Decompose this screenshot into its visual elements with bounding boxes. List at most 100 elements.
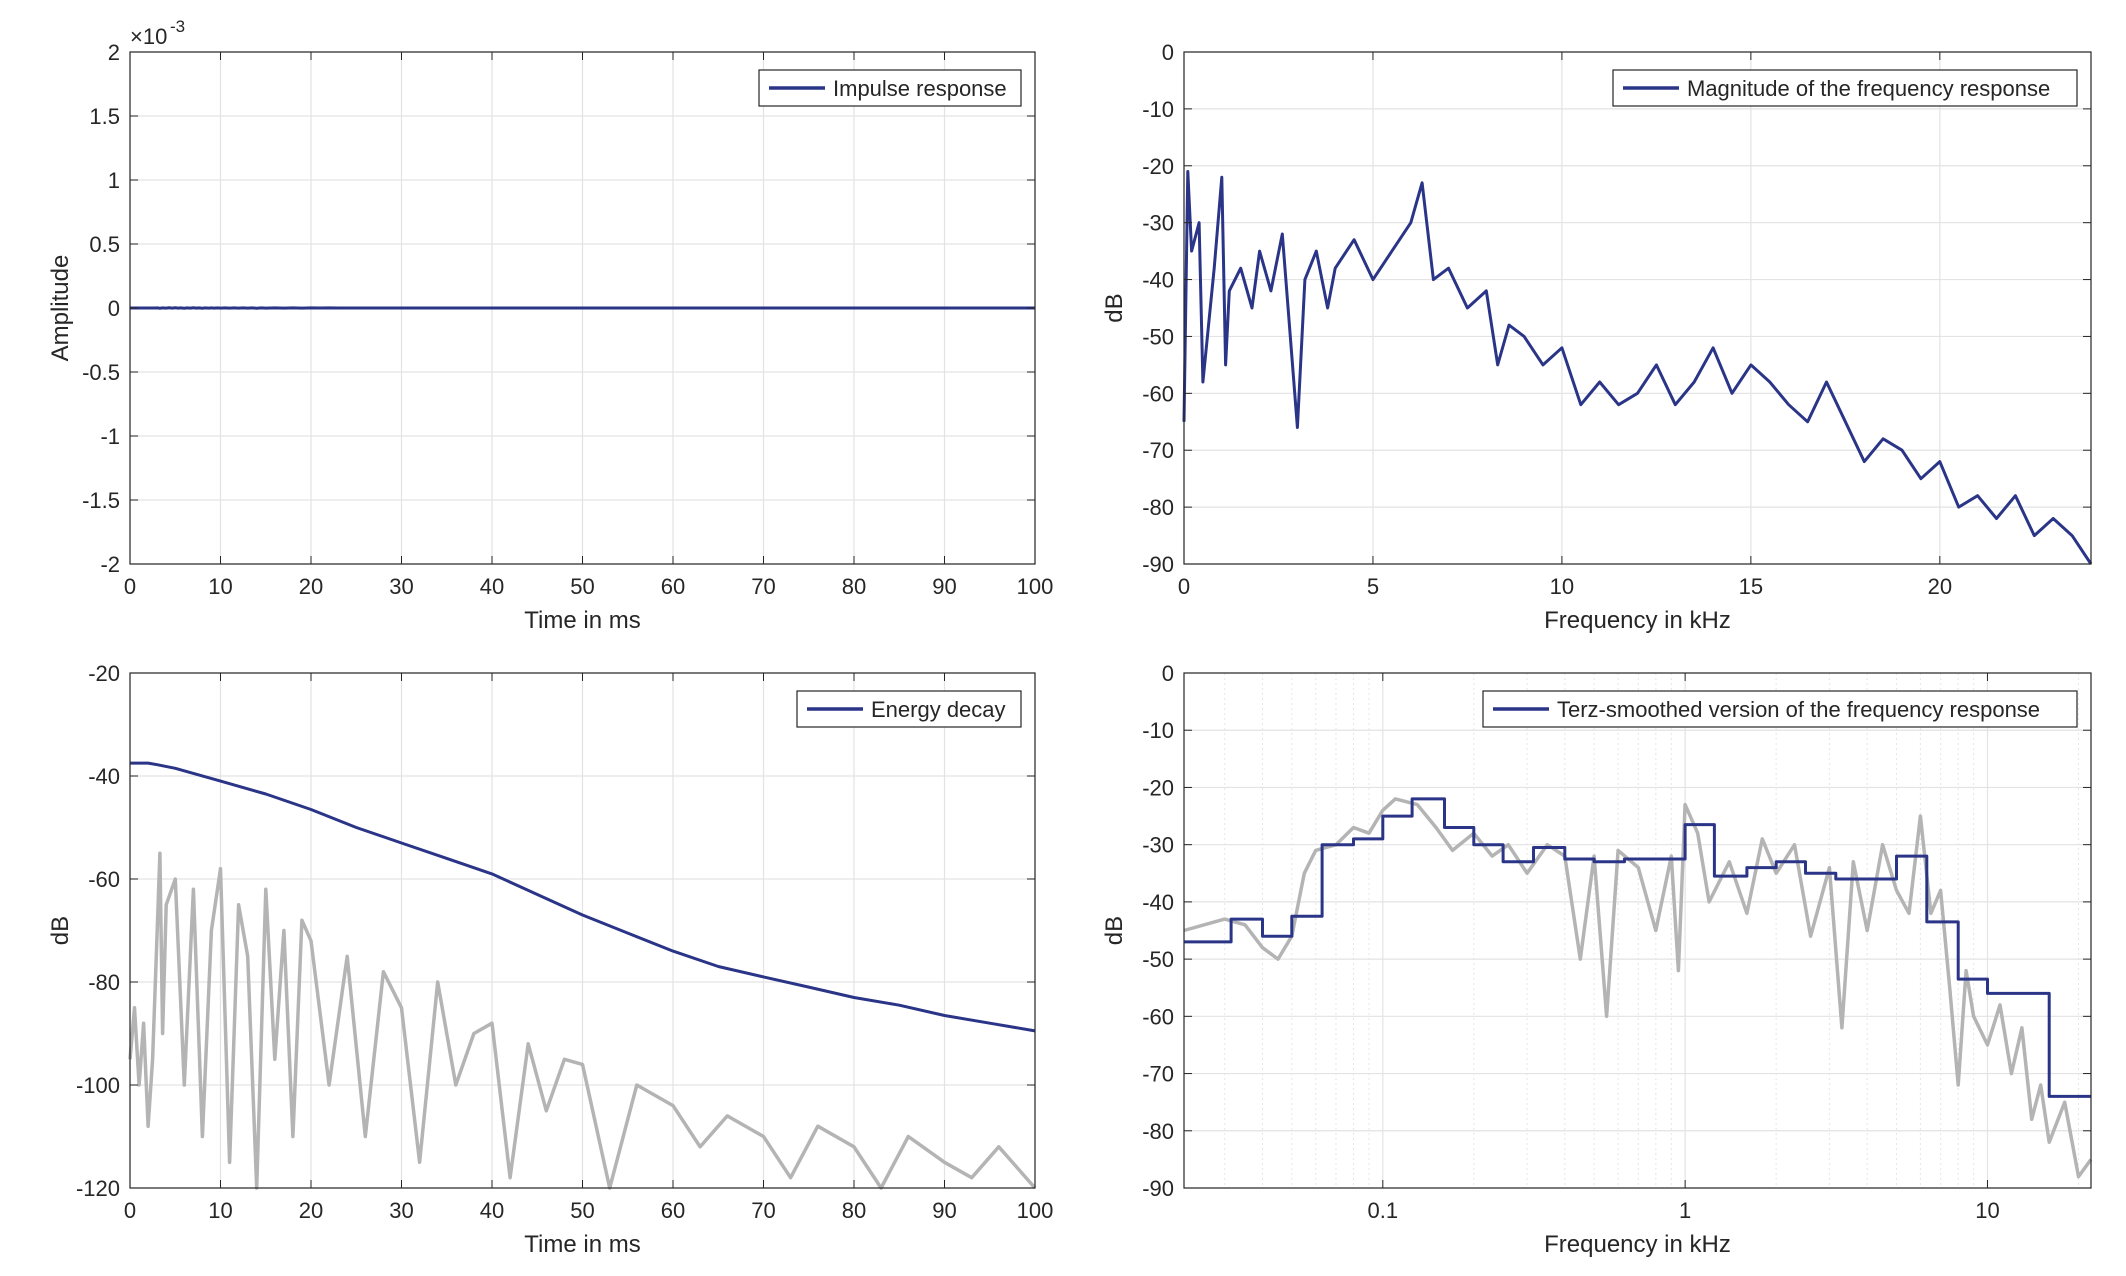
terz-y-tick-label: -30 [1142, 833, 1174, 858]
magnitude-y-tick-label: -70 [1142, 438, 1174, 463]
impulse-y-tick-label: 1 [108, 168, 120, 193]
magnitude-y-tick-label: -50 [1142, 324, 1174, 349]
impulse-x-tick-label: 0 [124, 574, 136, 599]
impulse-y-tick-label: 2 [108, 40, 120, 65]
decay-x-tick-label: 30 [389, 1198, 413, 1223]
terz-series-line [1184, 797, 2091, 1098]
impulse-x-tick-label: 60 [661, 574, 685, 599]
impulse-x-tick-label: 50 [570, 574, 594, 599]
decay-x-tick-label: 60 [661, 1198, 685, 1223]
magnitude-y-tick-label: -90 [1142, 552, 1174, 577]
magnitude-y-tick-label: -40 [1142, 268, 1174, 293]
magnitude-legend-box [1612, 69, 2078, 107]
impulse-x-ticks: 0 10 20 30 40 50 60 70 80 90 100 [124, 52, 1053, 599]
impulse-x-tick-label: 70 [751, 574, 775, 599]
magnitude-legend: Magnitude of the frequency response [1612, 69, 2078, 107]
terz-y-axis-label: dB [1101, 916, 1128, 945]
decay-x-tick-label: 100 [1017, 1198, 1054, 1223]
terz-legend: Terz-smoothed version of the frequency r… [1482, 690, 2078, 728]
magnitude-x-tick-label: 5 [1367, 574, 1379, 599]
decay-chart: 0 10 20 30 40 50 60 70 80 90 100 -20-40-60-80-100-… [47, 661, 1053, 1258]
terz-legend-label: Terz-smoothed version of the frequency r… [1557, 697, 2040, 722]
decay-y-tick-label: -80 [88, 970, 120, 995]
terz-plot-area [1184, 673, 2091, 1188]
decay-x-tick-label: 90 [932, 1198, 956, 1223]
decay-x-axis-label: Time in ms [524, 1231, 640, 1258]
magnitude-chart: 0 5 10 15 20 0 -10 -20 -30 -40 -50 -60 -70 -80 -90 Fr… [1101, 40, 2093, 634]
decay-x-tick-label: 80 [842, 1198, 866, 1223]
terz-chart: 0.1 1 10 0 -10 -20 -30 -40 -50 -60 -70 -80 -90 Freq… [1101, 661, 2093, 1258]
magnitude-x-tick-label: 15 [1739, 574, 1763, 599]
impulse-y-tick-label: -1.5 [82, 488, 120, 513]
decay-y-tick-label: -40 [88, 764, 120, 789]
decay-y-ticks: -20 -40 -60 -80 -100 -120 [76, 661, 1035, 1201]
impulse-exponent-label: ×10 -3 [130, 17, 185, 49]
terz-reference-line [1183, 797, 2093, 1179]
impulse-x-tick-label: 30 [389, 574, 413, 599]
magnitude-y-tick-label: -80 [1142, 495, 1174, 520]
terz-frame [1183, 672, 2092, 1189]
terz-x-axis-label: Frequency in kHz [1544, 1231, 1731, 1258]
magnitude-y-tick-label: -60 [1142, 381, 1174, 406]
magnitude-y-tick-label: -30 [1142, 211, 1174, 236]
magnitude-plot-area [1184, 52, 2091, 564]
terz-x-tick-label: 10 [1975, 1198, 1999, 1223]
impulse-exponent-base: ×10 [130, 24, 167, 49]
impulse-x-tick-label: 20 [299, 574, 323, 599]
decay-y-tick-label: -120 [76, 1176, 120, 1201]
magnitude-x-tick-label: 10 [1550, 574, 1574, 599]
impulse-y-tick-label: -1 [100, 424, 120, 449]
magnitude-axes-frame [1183, 51, 2092, 565]
decay-gridlines [129, 672, 1036, 1189]
impulse-x-tick-label: 100 [1017, 574, 1054, 599]
magnitude-y-tick-label: -10 [1142, 97, 1174, 122]
terz-y-tick-label: -80 [1142, 1119, 1174, 1144]
decay-x-tick-label: 40 [480, 1198, 504, 1223]
decay-x-tick-label: 20 [299, 1198, 323, 1223]
terz-x-ticks: 0.1 1 10 [1368, 673, 2000, 1223]
decay-x-tick-label: 70 [751, 1198, 775, 1223]
decay-y-tick-label: -60 [88, 867, 120, 892]
terz-y-tick-label: -50 [1142, 947, 1174, 972]
impulse-y-tick-label: -0.5 [82, 360, 120, 385]
impulse-legend: Impulse response [758, 69, 1022, 107]
magnitude-x-tick-label: 20 [1928, 574, 1952, 599]
impulse-exponent-power: -3 [170, 17, 185, 36]
terz-x-tick-label: 0.1 [1368, 1198, 1399, 1223]
decay-y-axis-label: dB [47, 916, 74, 945]
impulse-chart: 0 10 20 30 40 50 60 70 80 90 100 -2 -1.5 -1 -0.5 0 0.5 1… [47, 17, 1053, 634]
terz-x-tick-label: 1 [1679, 1198, 1691, 1223]
impulse-x-tick-label: 90 [932, 574, 956, 599]
impulse-y-tick-label: -2 [100, 552, 120, 577]
impulse-x-axis-label: Time in ms [524, 607, 640, 634]
decay-y-tick-label: -100 [76, 1073, 120, 1098]
magnitude-y-tick-label: -20 [1142, 154, 1174, 179]
impulse-x-tick-label: 80 [842, 574, 866, 599]
terz-y-tick-label: 0 [1162, 661, 1174, 686]
impulse-y-ticks: -2 -1.5 -1 -0.5 0 0.5 1 1.5 2 [82, 40, 1035, 577]
terz-series-group [1183, 797, 2093, 1179]
impulse-y-tick-label: 1.5 [89, 104, 120, 129]
terz-gridlines [1184, 672, 2091, 1189]
impulse-y-axis-label: Amplitude [47, 255, 74, 362]
magnitude-series-group [1182, 170, 2093, 565]
magnitude-y-ticks: 0 -10 -20 -30 -40 -50 -60 -70 -80 -90 [1142, 40, 2091, 577]
decay-series-line [130, 761, 1036, 1033]
decay-legend-label: Energy decay [871, 697, 1006, 722]
decay-y-tick-label: -20 [88, 661, 120, 686]
magnitude-x-tick-label: 0 [1178, 574, 1190, 599]
impulse-x-tick-label: 10 [208, 574, 232, 599]
magnitude-legend-label: Magnitude of the frequency response [1687, 76, 2050, 101]
magnitude-y-tick-label: 0 [1162, 40, 1174, 65]
terz-axes-frame [1183, 672, 2092, 1189]
terz-y-ticks: 0 -10 -20 -30 -40 -50 -60 -70 -80 -90 [1142, 661, 2091, 1201]
impulse-legend-label: Impulse response [833, 76, 1007, 101]
magnitude-series-line [1182, 170, 2093, 565]
magnitude-gridlines [1183, 51, 2091, 565]
terz-y-tick-label: -40 [1142, 890, 1174, 915]
terz-y-tick-label: -20 [1142, 775, 1174, 800]
decay-series-group [128, 761, 1037, 1190]
terz-y-tick-label: -90 [1142, 1176, 1174, 1201]
impulse-x-tick-label: 40 [480, 574, 504, 599]
